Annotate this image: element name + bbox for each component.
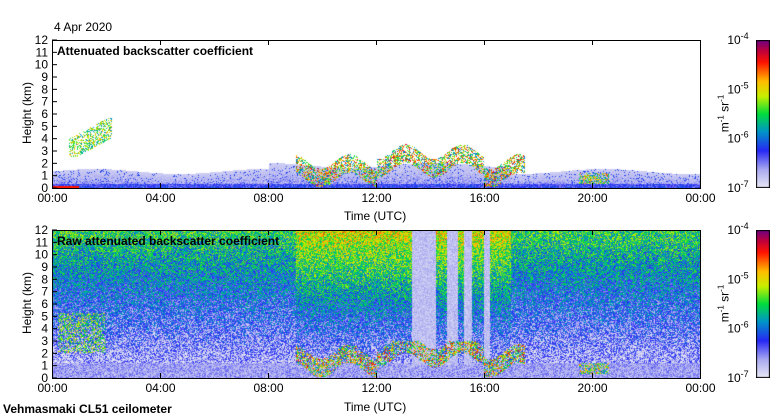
panel-title-top: Attenuated backscatter coefficient — [57, 44, 254, 58]
colorbar-bottom — [756, 230, 770, 378]
y-tick-label: 5 — [41, 309, 48, 323]
colorbar-tick-label: 10-4 — [727, 31, 748, 47]
x-tick-label: 12:00 — [361, 381, 391, 395]
colorbar-tick-label: 10-6 — [727, 130, 748, 146]
colorbar-unit-bottom: m-1 sr-1 — [716, 284, 732, 323]
y-tick-label: 12 — [35, 33, 49, 47]
y-tick-label: 3 — [41, 144, 48, 158]
y-tick-label: 11 — [36, 45, 49, 59]
y-tick-label: 1 — [41, 359, 48, 373]
date-label: 4 Apr 2020 — [54, 20, 113, 34]
colorbar-tick-label: 10-7 — [727, 369, 748, 385]
x-tick-label: 00:00 — [685, 381, 715, 395]
colorbar-tick-label: 10-5 — [727, 270, 748, 286]
x-tick-label: 08:00 — [253, 191, 283, 205]
y-tick-label: 10 — [35, 248, 49, 262]
y-tick-label: 0 — [41, 181, 48, 195]
colorbar-unit-top: m-1 sr-1 — [716, 94, 732, 133]
y-tick-label: 1 — [41, 169, 48, 183]
panel-title-bottom: Raw attenuated backscatter coefficient — [57, 234, 280, 248]
y-tick-label: 8 — [41, 272, 48, 286]
x-axis-label-top: Time (UTC) — [344, 209, 407, 223]
y-tick-label: 9 — [41, 260, 48, 274]
plot-frame — [52, 230, 701, 379]
x-tick-label: 08:00 — [253, 381, 283, 395]
y-tick-label: 6 — [41, 297, 48, 311]
heatmap-attenuated-backscatter — [52, 40, 700, 188]
colorbar-tick-label: 10-6 — [727, 320, 748, 336]
x-tick-label: 04:00 — [145, 381, 175, 395]
y-tick-label: 6 — [41, 107, 48, 121]
y-tick-label: 12 — [35, 223, 49, 237]
y-axis-label-top: Height (km) — [20, 82, 34, 145]
y-tick-label: 11 — [36, 235, 49, 249]
y-tick-label: 0 — [41, 371, 48, 385]
x-tick-label: 00:00 — [685, 191, 715, 205]
x-tick-label: 16:00 — [469, 381, 499, 395]
y-tick-label: 3 — [41, 334, 48, 348]
y-tick-label: 2 — [41, 156, 48, 170]
y-tick-label: 10 — [35, 58, 49, 72]
colorbar-tick-label: 10-4 — [727, 221, 748, 237]
y-tick-label: 7 — [41, 95, 48, 109]
x-tick-label: 16:00 — [469, 191, 499, 205]
y-tick-label: 4 — [41, 322, 48, 336]
x-tick-label: 04:00 — [145, 191, 175, 205]
colorbar-tick-label: 10-7 — [727, 179, 748, 195]
x-tick-label: 20:00 — [577, 191, 607, 205]
y-tick-label: 7 — [41, 285, 48, 299]
plot-frame — [52, 40, 701, 189]
y-tick-label: 9 — [41, 70, 48, 84]
instrument-label: Vehmasmaki CL51 ceilometer — [3, 402, 172, 416]
colorbar-top — [756, 40, 770, 188]
heatmap-raw-backscatter — [52, 230, 700, 378]
colorbar-tick-label: 10-5 — [727, 80, 748, 96]
y-axis-label-bottom: Height (km) — [20, 272, 34, 335]
x-axis-label-bottom: Time (UTC) — [344, 400, 407, 414]
x-tick-label: 12:00 — [361, 191, 391, 205]
x-tick-label: 20:00 — [577, 381, 607, 395]
y-tick-label: 8 — [41, 82, 48, 96]
x-tick-label: 00:00 — [37, 191, 67, 205]
y-tick-label: 4 — [41, 132, 48, 146]
y-tick-label: 2 — [41, 346, 48, 360]
x-tick-label: 00:00 — [37, 381, 67, 395]
y-tick-label: 5 — [41, 119, 48, 133]
